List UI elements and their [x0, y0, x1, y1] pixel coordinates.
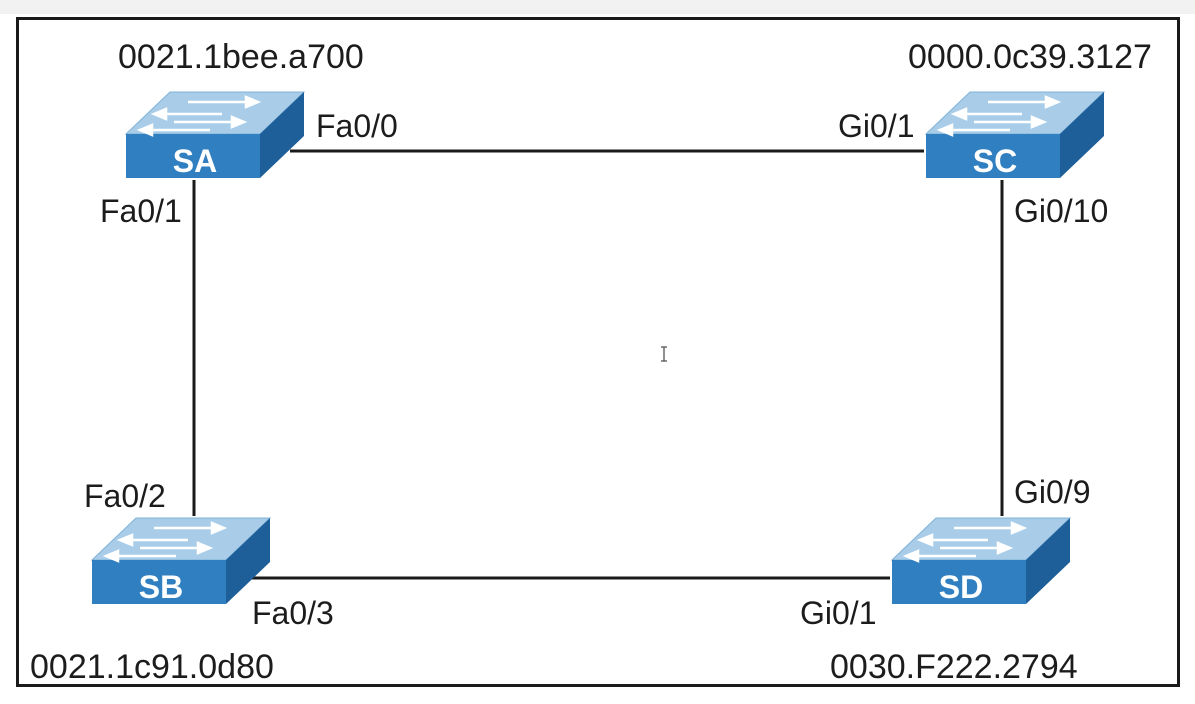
port-label-sa-fa0-0: Fa0/0: [316, 108, 398, 144]
switch-sb-mac: 0021.1c91.0d80: [30, 648, 274, 686]
port-label-sc-gi0-1: Gi0/1: [838, 108, 914, 144]
switch-sc-name: SC: [973, 143, 1017, 179]
switch-sd: SD: [890, 516, 1072, 606]
port-label-sa-fa0-1: Fa0/1: [100, 193, 182, 229]
port-label-sd-gi0-1: Gi0/1: [800, 595, 876, 631]
port-label-sc-gi0-10: Gi0/10: [1014, 193, 1108, 229]
switch-sb-name: SB: [139, 569, 183, 605]
port-label-sb-fa0-3: Fa0/3: [252, 595, 334, 631]
switch-sb: SB: [90, 516, 272, 606]
text-cursor-icon: [661, 346, 667, 362]
port-label-sb-fa0-2: Fa0/2: [84, 478, 166, 514]
switch-sc: SC: [924, 90, 1106, 180]
switch-sd-mac: 0030.F222.2794: [830, 648, 1078, 686]
switch-sd-name: SD: [939, 569, 983, 605]
switch-sa: SA: [124, 90, 306, 180]
switch-sa-name: SA: [173, 143, 217, 179]
window-top-strip: [0, 0, 1195, 14]
switch-sc-mac: 0000.0c39.3127: [908, 38, 1152, 76]
switch-sa-mac: 0021.1bee.a700: [118, 38, 364, 76]
port-label-sd-gi0-9: Gi0/9: [1014, 474, 1090, 510]
